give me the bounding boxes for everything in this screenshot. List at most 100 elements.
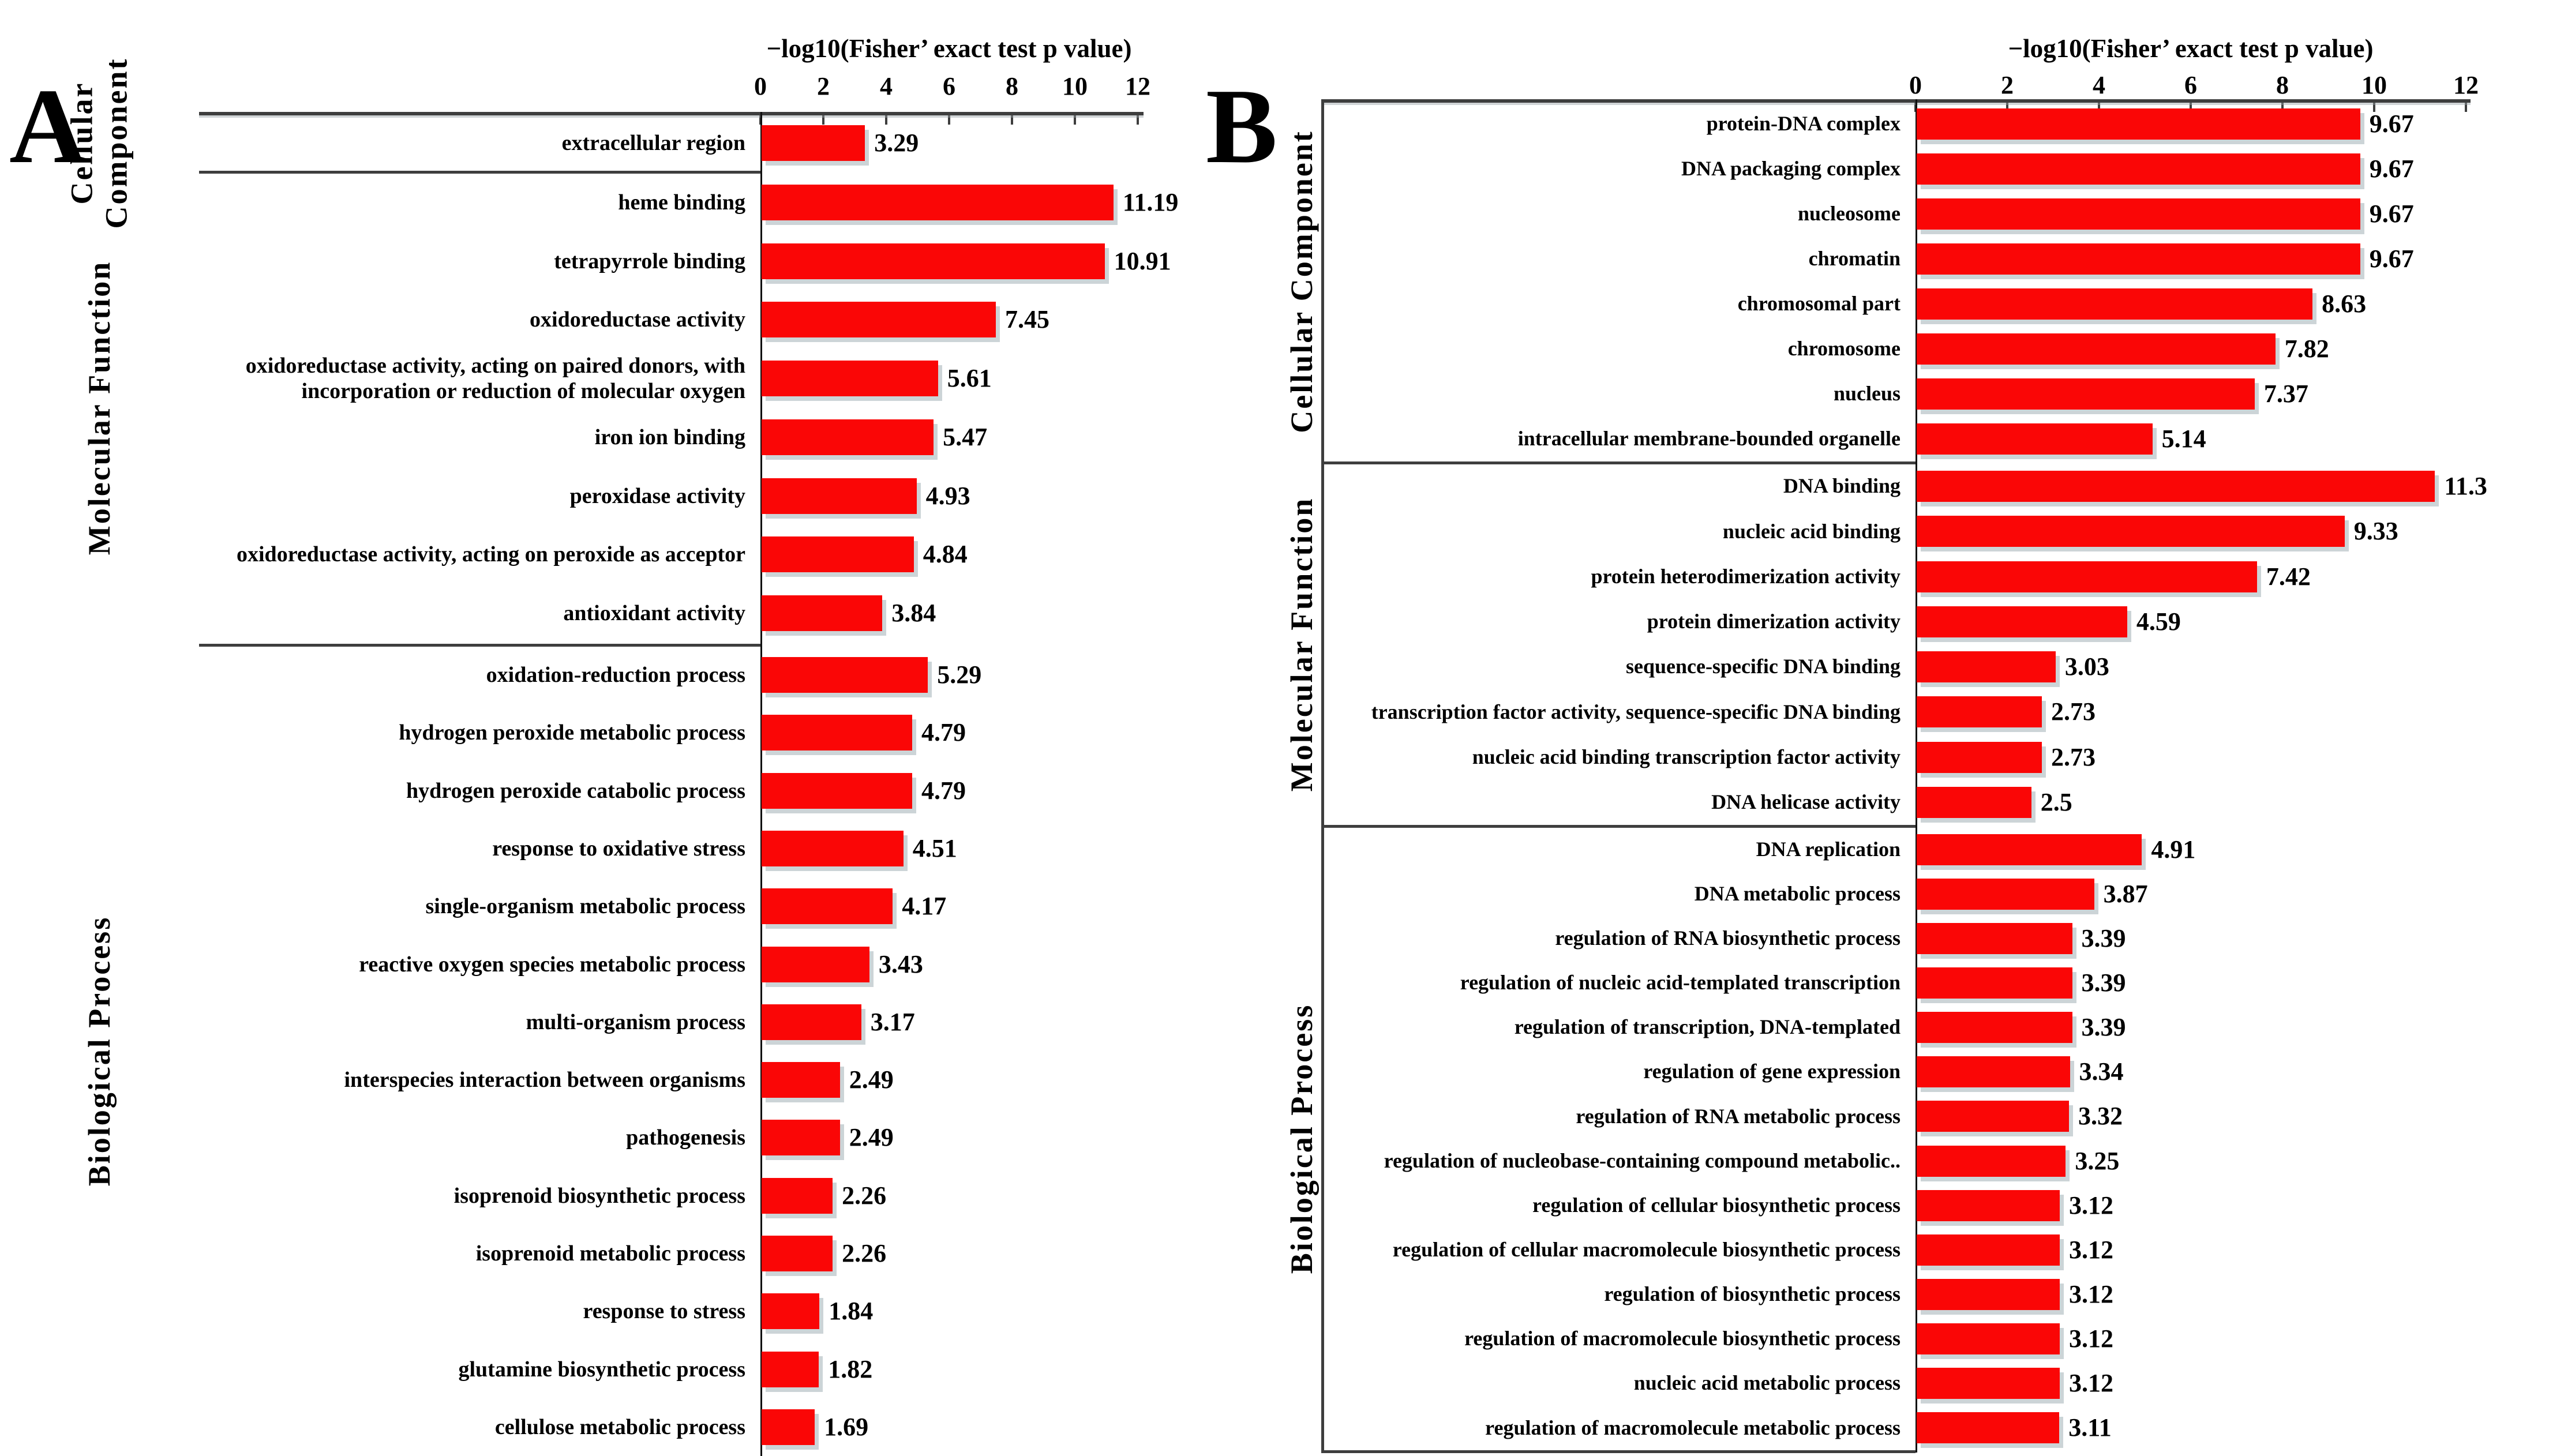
bar-value: 2.26	[842, 1181, 887, 1210]
bar-value: 4.91	[2151, 835, 2196, 864]
bar	[762, 478, 917, 514]
bar-value: 4.79	[921, 718, 966, 747]
section-separator	[1321, 461, 1916, 464]
bar-label: regulation of macromolecule biosynthetic…	[1464, 1327, 1900, 1350]
bar-label: reactive oxygen species metabolic proces…	[359, 952, 745, 977]
bar-label: protein-DNA complex	[1706, 112, 1900, 136]
bar	[1917, 471, 2435, 502]
bar	[762, 1409, 815, 1445]
panel-a-axis-title: −log10(Fisher’ exact test p value)	[766, 34, 1132, 63]
bar-value: 5.47	[943, 422, 988, 451]
bar-label: DNA binding	[1783, 474, 1900, 498]
axis-tick	[822, 115, 824, 125]
section-label-text: Molecular Function	[81, 260, 117, 556]
bar-value: 4.59	[2136, 607, 2181, 636]
axis-tick-label: 0	[754, 72, 767, 100]
bar-label: response to stress	[583, 1299, 745, 1324]
bar	[1917, 878, 2094, 910]
axis-tick	[2098, 103, 2100, 112]
bar-label: nucleic acid metabolic process	[1633, 1371, 1900, 1395]
bar-label: oxidoreductase activity, acting on perox…	[237, 542, 745, 567]
bar-label: sequence-specific DNA binding	[1625, 655, 1900, 678]
bar-value: 2.5	[2040, 787, 2072, 816]
section-separator	[199, 171, 760, 174]
bar-label: peroxidase activity	[569, 483, 745, 508]
bar	[762, 1062, 840, 1098]
section-separator	[1321, 1450, 1916, 1453]
bar	[1917, 741, 2042, 773]
bar-label: multi-organism process	[526, 1010, 745, 1034]
bar-label: chromosomal part	[1737, 292, 1900, 316]
bar	[1917, 198, 2360, 230]
axis-tick	[1137, 115, 1139, 125]
axis-tick-label: 2	[2001, 71, 2014, 99]
section-separator	[1321, 825, 1916, 828]
bar-value: 9.67	[2369, 200, 2414, 228]
bar-value: 3.11	[2068, 1413, 2112, 1442]
bar-value: 8.63	[2322, 290, 2367, 318]
bar-value: 5.14	[2161, 425, 2206, 453]
section-label-text: Molecular Function	[1284, 497, 1319, 792]
bar-value: 11.3	[2444, 472, 2487, 501]
bar-value: 2.73	[2051, 697, 2096, 726]
bar-label: regulation of transcription, DNA-templat…	[1514, 1015, 1900, 1039]
bar-label: regulation of RNA metabolic process	[1576, 1104, 1900, 1128]
bar-label: isoprenoid metabolic process	[475, 1241, 745, 1266]
bar-value: 3.43	[878, 950, 923, 978]
panel-a-label: A	[9, 67, 87, 186]
bar-label: extracellular region	[561, 130, 745, 155]
axis-line	[1321, 99, 2471, 103]
bar-label: antioxidant activity	[563, 601, 745, 626]
bar-value: 4.79	[921, 776, 966, 805]
bar-label: nucleic acid binding transcription facto…	[1472, 745, 1900, 768]
panel-b-axis-title: −log10(Fisher’ exact test p value)	[2008, 34, 2374, 63]
bar	[762, 1120, 840, 1156]
bar-value: 3.12	[2069, 1191, 2114, 1219]
bar	[1917, 922, 2072, 954]
bar	[1917, 333, 2276, 365]
bar-label: nucleosome	[1798, 202, 1900, 226]
axis-tick	[2281, 103, 2284, 112]
bar-value: 5.29	[937, 661, 982, 689]
bar-value: 3.25	[2075, 1146, 2120, 1175]
bar-value: 3.03	[2064, 652, 2109, 681]
bar-label: oxidoreductase activity, acting on paire…	[245, 354, 745, 404]
bar-label: regulation of RNA biosynthetic process	[1555, 926, 1900, 950]
bar	[1917, 243, 2360, 275]
bar-value: 4.17	[902, 892, 947, 921]
axis-tick-label: 8	[1006, 72, 1018, 100]
bar	[1917, 1101, 2069, 1132]
bar-label: tetrapyrrole binding	[554, 249, 745, 273]
section-label-text: Biological Process	[81, 915, 117, 1187]
axis-tick-label: 10	[1062, 72, 1088, 100]
bar-value: 3.39	[2081, 969, 2126, 997]
bar-label: oxidation-reduction process	[486, 663, 745, 688]
bar-value: 4.84	[923, 540, 968, 569]
bar	[1917, 423, 2153, 455]
bar-label: heme binding	[618, 190, 745, 215]
bar	[1917, 153, 2360, 185]
axis-tick-label: 4	[880, 72, 893, 100]
bar-label: transcription factor activity, sequence-…	[1371, 700, 1900, 723]
section-label-text: Cellular Component	[64, 57, 134, 229]
axis-tick-label: 4	[2093, 71, 2105, 99]
bar	[762, 946, 869, 982]
axis-tick	[885, 115, 887, 125]
bar-value: 9.67	[2369, 110, 2414, 138]
bar-value: 1.69	[824, 1412, 869, 1441]
bar-value: 4.51	[912, 834, 957, 862]
bar-value: 2.26	[842, 1239, 887, 1267]
section-label-text: Biological Process	[1284, 1003, 1319, 1274]
bar-value: 7.42	[2266, 562, 2311, 591]
bar-value: 9.67	[2369, 155, 2414, 183]
bar	[762, 1293, 820, 1330]
bar-value: 3.17	[870, 1007, 915, 1036]
bar	[762, 125, 865, 161]
bar	[1917, 561, 2257, 592]
bar	[1917, 1189, 2060, 1221]
bar-label: intracellular membrane-bounded organelle	[1517, 427, 1900, 451]
axis-tick	[2190, 103, 2192, 112]
bar	[762, 1236, 833, 1271]
bar-value: 11.19	[1122, 187, 1179, 216]
